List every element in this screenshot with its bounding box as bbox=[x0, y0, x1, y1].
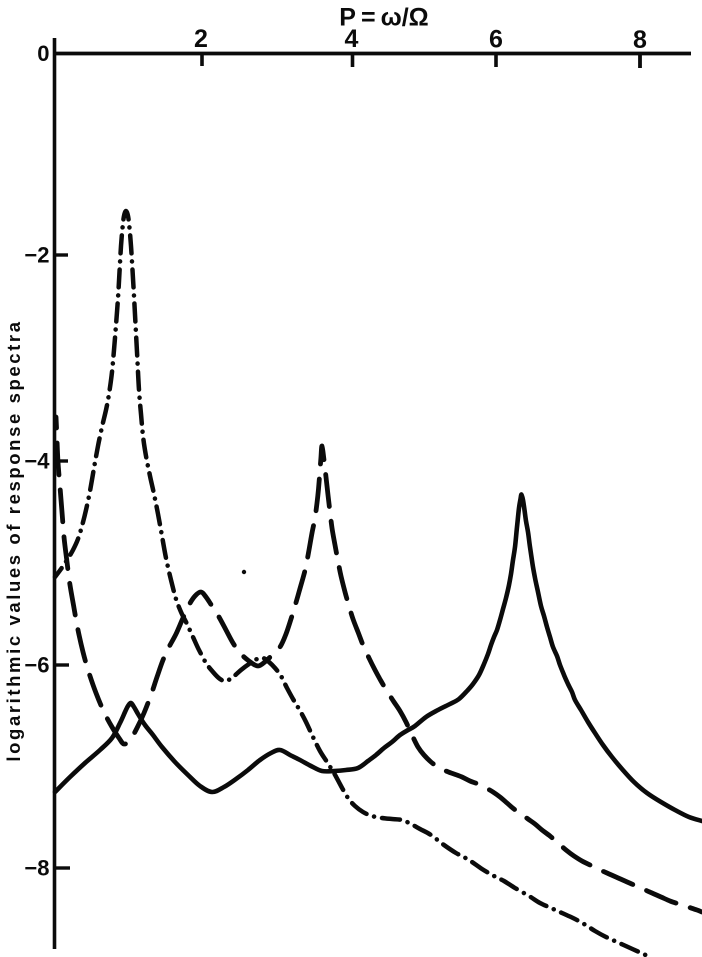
svg-text:6: 6 bbox=[489, 26, 503, 54]
svg-text:P = ω/Ω: P = ω/Ω bbox=[339, 4, 428, 32]
svg-text:4: 4 bbox=[345, 25, 359, 53]
svg-text:−6: −6 bbox=[24, 653, 49, 678]
svg-text:−8: −8 bbox=[24, 856, 49, 881]
svg-text:−2: −2 bbox=[24, 243, 49, 268]
svg-text:logarithmic values of response: logarithmic values of response spectra bbox=[3, 319, 24, 761]
svg-text:2: 2 bbox=[194, 25, 208, 53]
svg-text:−4: −4 bbox=[24, 449, 50, 474]
svg-text:8: 8 bbox=[633, 26, 647, 54]
svg-text:0: 0 bbox=[37, 41, 49, 66]
